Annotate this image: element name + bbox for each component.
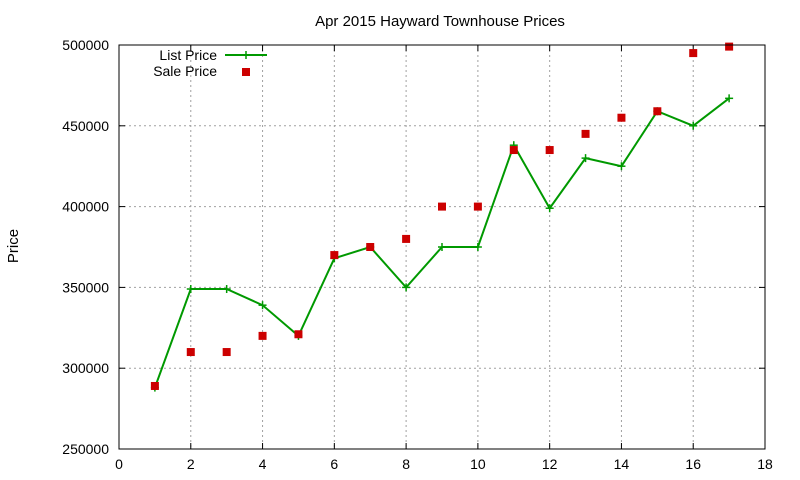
gridlines bbox=[119, 45, 765, 449]
x-tick-label: 12 bbox=[542, 456, 558, 472]
sale-price-point bbox=[258, 331, 267, 340]
list-price-point bbox=[402, 283, 411, 292]
sale-price-point bbox=[366, 243, 375, 251]
list-price-point bbox=[438, 243, 446, 251]
x-tick-label: 18 bbox=[757, 456, 773, 472]
x-tick-label: 0 bbox=[115, 456, 123, 472]
axis-ticks: 0 2 4 6 8 10 12 14 16 18 250000 300000 350000 400000 4… bbox=[62, 37, 773, 472]
y-tick-label: 250000 bbox=[62, 441, 109, 457]
list-price-point bbox=[581, 154, 590, 163]
list-price-point bbox=[473, 243, 482, 251]
sale-price-point bbox=[689, 49, 698, 58]
sale-price-point bbox=[294, 330, 303, 339]
sale-price-point bbox=[186, 348, 195, 357]
y-tick-label: 400000 bbox=[62, 199, 109, 215]
list-price-point bbox=[258, 301, 267, 310]
legend-marker-list-price bbox=[242, 51, 250, 59]
list-price-point bbox=[545, 204, 554, 213]
sale-price-point bbox=[150, 381, 159, 390]
y-axis-label: Price bbox=[5, 229, 22, 263]
y-tick-label: 350000 bbox=[62, 279, 109, 295]
sale-price-point bbox=[473, 202, 482, 211]
list-price-line bbox=[153, 97, 730, 388]
sale-price-point bbox=[653, 107, 662, 116]
x-tick-label: 14 bbox=[614, 456, 630, 472]
list-price-point bbox=[186, 285, 195, 294]
sale-price-point bbox=[509, 146, 518, 155]
list-price-point bbox=[222, 285, 231, 294]
sale-price-point bbox=[581, 129, 590, 138]
y-tick-label: 300000 bbox=[62, 360, 109, 376]
x-tick-label: 2 bbox=[187, 456, 195, 472]
list-price-point bbox=[617, 162, 626, 171]
y-tick-label: 500000 bbox=[62, 37, 109, 53]
sale-price-point bbox=[545, 146, 554, 155]
x-tick-label: 10 bbox=[470, 456, 486, 472]
chart-title: Apr 2015 Hayward Townhouse Prices bbox=[315, 13, 565, 30]
sale-price-point bbox=[402, 234, 411, 243]
plot-area bbox=[150, 42, 734, 392]
x-tick-label: 4 bbox=[259, 456, 267, 472]
legend-label-list-price: List Price bbox=[159, 47, 217, 63]
x-tick-label: 16 bbox=[685, 456, 701, 472]
list-price-point bbox=[689, 121, 698, 130]
sale-price-point bbox=[725, 42, 734, 51]
y-tick-label: 450000 bbox=[62, 118, 109, 134]
sale-price-point bbox=[222, 348, 231, 357]
sale-price-point bbox=[617, 113, 626, 122]
legend-label-sale-price: Sale Price bbox=[153, 63, 217, 79]
sale-price-point bbox=[438, 202, 446, 211]
plot-frame bbox=[118, 44, 766, 450]
x-tick-label: 8 bbox=[402, 456, 410, 472]
list-price-point bbox=[725, 94, 734, 103]
sale-price-point bbox=[330, 251, 339, 260]
legend-marker-sale-price bbox=[242, 68, 250, 76]
x-tick-label: 6 bbox=[330, 456, 338, 472]
